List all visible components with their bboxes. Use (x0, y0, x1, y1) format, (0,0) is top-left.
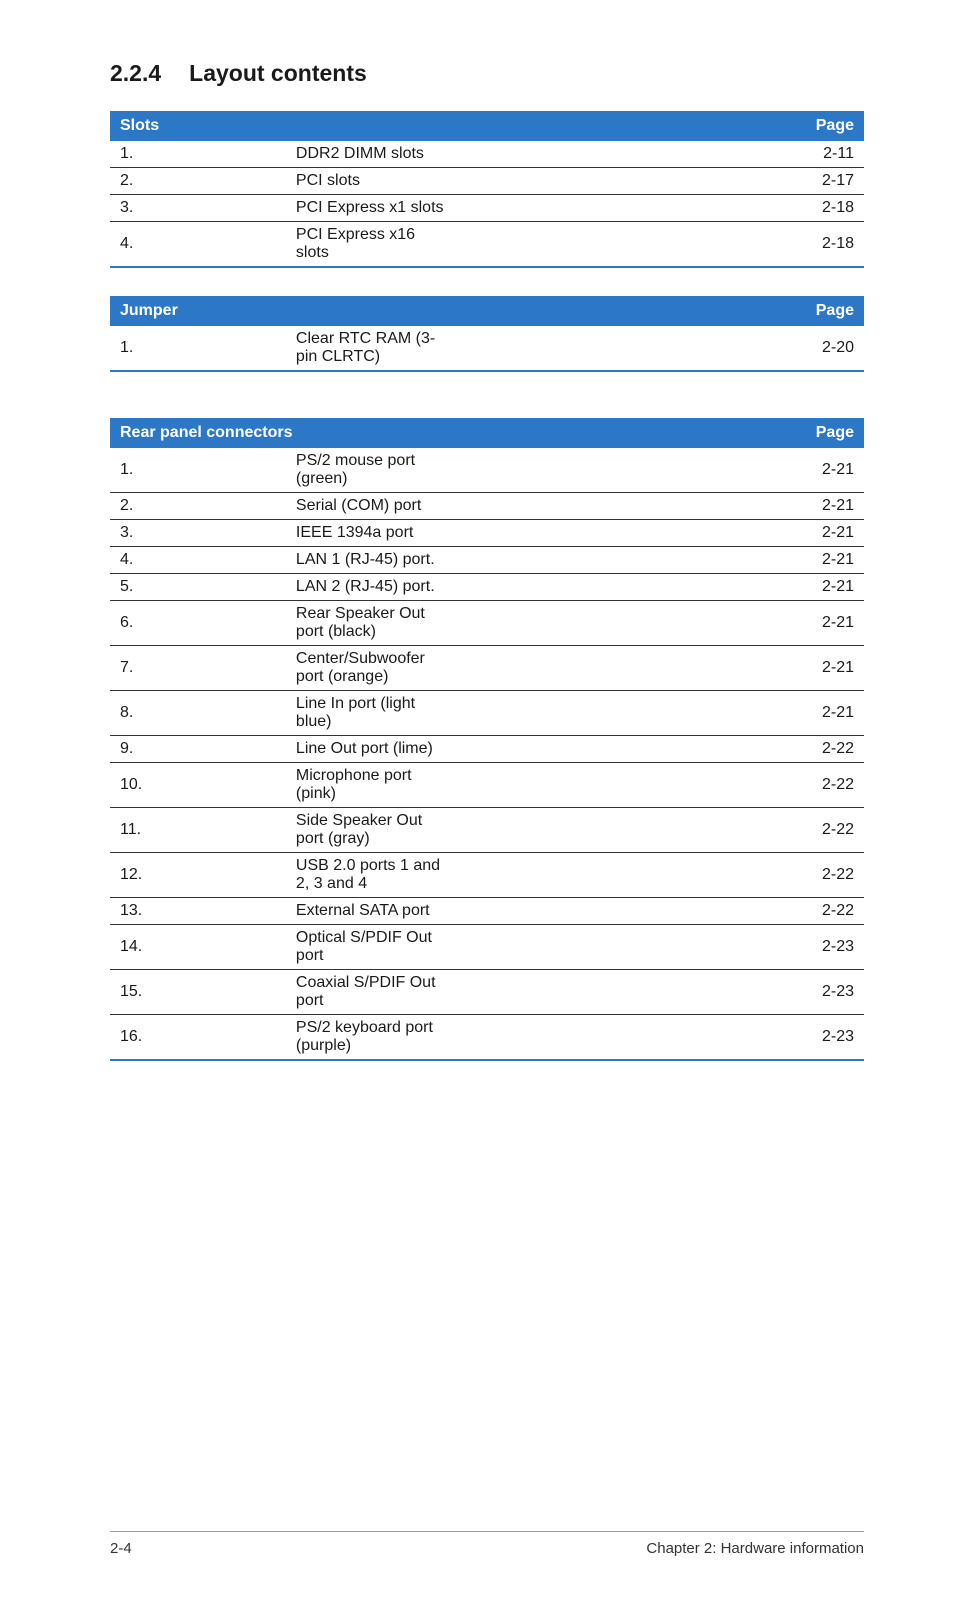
row-page: 2-21 (462, 448, 864, 493)
row-label: Coaxial S/PDIF Out port (286, 970, 462, 1015)
row-page: 2-21 (462, 547, 864, 574)
row-label: Optical S/PDIF Out port (286, 925, 462, 970)
row-label: PS/2 mouse port (green) (286, 448, 462, 493)
row-number: 9. (110, 736, 286, 763)
row-page: 2-22 (462, 898, 864, 925)
row-page: 2-11 (462, 141, 864, 168)
section-number: 2.2.4 (110, 60, 161, 87)
row-page: 2-22 (462, 808, 864, 853)
row-page: 2-22 (462, 763, 864, 808)
row-label: Clear RTC RAM (3-pin CLRTC) (286, 326, 462, 371)
table-row: 10.Microphone port (pink)2-22 (110, 763, 864, 808)
row-number: 15. (110, 970, 286, 1015)
row-number: 1. (110, 448, 286, 493)
row-page: 2-22 (462, 736, 864, 763)
row-label: Microphone port (pink) (286, 763, 462, 808)
row-label: PCI slots (286, 168, 462, 195)
table-row: 4.LAN 1 (RJ-45) port.2-21 (110, 547, 864, 574)
table-row: 13.External SATA port2-22 (110, 898, 864, 925)
table-row: 3.IEEE 1394a port2-21 (110, 520, 864, 547)
jumper-head-right: Page (462, 296, 864, 326)
footer-page-number: 2-4 (110, 1540, 132, 1557)
row-page: 2-20 (462, 326, 864, 371)
row-label: Side Speaker Out port (gray) (286, 808, 462, 853)
table-row: 11.Side Speaker Out port (gray)2-22 (110, 808, 864, 853)
row-label: LAN 1 (RJ-45) port. (286, 547, 462, 574)
row-number: 1. (110, 326, 286, 371)
table-row: 2.Serial (COM) port2-21 (110, 493, 864, 520)
page-footer: 2-4 Chapter 2: Hardware information (110, 1531, 864, 1557)
row-page: 2-21 (462, 493, 864, 520)
table-row: 15.Coaxial S/PDIF Out port2-23 (110, 970, 864, 1015)
row-number: 7. (110, 646, 286, 691)
row-number: 4. (110, 547, 286, 574)
row-number: 3. (110, 195, 286, 222)
row-number: 4. (110, 222, 286, 268)
section-title-text: Layout contents (189, 60, 367, 86)
row-label: Line Out port (lime) (286, 736, 462, 763)
table-row: 1. DDR2 DIMM slots 2-11 (110, 141, 864, 168)
table-row: 4. PCI Express x16 slots 2-18 (110, 222, 864, 268)
row-number: 11. (110, 808, 286, 853)
table-row: 9.Line Out port (lime)2-22 (110, 736, 864, 763)
row-page: 2-23 (462, 970, 864, 1015)
table-row: 8.Line In port (light blue)2-21 (110, 691, 864, 736)
row-number: 6. (110, 601, 286, 646)
slots-head-left: Slots (110, 111, 462, 141)
table-row: 2. PCI slots 2-17 (110, 168, 864, 195)
row-label: Line In port (light blue) (286, 691, 462, 736)
row-number: 13. (110, 898, 286, 925)
row-page: 2-23 (462, 925, 864, 970)
table-row: 7.Center/Subwoofer port (orange)2-21 (110, 646, 864, 691)
row-label: Serial (COM) port (286, 493, 462, 520)
row-page: 2-21 (462, 520, 864, 547)
slots-table: Slots Page 1. DDR2 DIMM slots 2-11 2. PC… (110, 111, 864, 268)
row-label: External SATA port (286, 898, 462, 925)
row-label: DDR2 DIMM slots (286, 141, 462, 168)
row-label: Center/Subwoofer port (orange) (286, 646, 462, 691)
row-number: 10. (110, 763, 286, 808)
row-page: 2-21 (462, 646, 864, 691)
row-page: 2-18 (462, 195, 864, 222)
slots-head-right: Page (462, 111, 864, 141)
row-number: 14. (110, 925, 286, 970)
row-number: 3. (110, 520, 286, 547)
rear-head-left: Rear panel connectors (110, 418, 462, 448)
row-page: 2-23 (462, 1015, 864, 1061)
row-label: Rear Speaker Out port (black) (286, 601, 462, 646)
row-number: 1. (110, 141, 286, 168)
row-label: PCI Express x16 slots (286, 222, 462, 268)
row-page: 2-18 (462, 222, 864, 268)
table-row: 1.PS/2 mouse port (green)2-21 (110, 448, 864, 493)
rear-head-right: Page (462, 418, 864, 448)
row-page: 2-22 (462, 853, 864, 898)
row-label: IEEE 1394a port (286, 520, 462, 547)
table-row: 5.LAN 2 (RJ-45) port.2-21 (110, 574, 864, 601)
row-number: 12. (110, 853, 286, 898)
jumper-table: Jumper Page 1. Clear RTC RAM (3-pin CLRT… (110, 296, 864, 372)
rear-panel-table: Rear panel connectors Page 1.PS/2 mouse … (110, 418, 864, 1061)
table-row: 12.USB 2.0 ports 1 and 2, 3 and 42-22 (110, 853, 864, 898)
row-number: 16. (110, 1015, 286, 1061)
table-row: 3. PCI Express x1 slots 2-18 (110, 195, 864, 222)
row-page: 2-21 (462, 601, 864, 646)
footer-chapter: Chapter 2: Hardware information (646, 1540, 864, 1557)
row-label: USB 2.0 ports 1 and 2, 3 and 4 (286, 853, 462, 898)
section-heading: 2.2.4 Layout contents (110, 60, 864, 87)
row-page: 2-17 (462, 168, 864, 195)
row-number: 2. (110, 493, 286, 520)
row-label: PCI Express x1 slots (286, 195, 462, 222)
table-row: 1. Clear RTC RAM (3-pin CLRTC) 2-20 (110, 326, 864, 371)
row-page: 2-21 (462, 691, 864, 736)
row-number: 5. (110, 574, 286, 601)
row-number: 2. (110, 168, 286, 195)
jumper-head-left: Jumper (110, 296, 462, 326)
table-row: 6.Rear Speaker Out port (black)2-21 (110, 601, 864, 646)
row-label: LAN 2 (RJ-45) port. (286, 574, 462, 601)
row-label: PS/2 keyboard port (purple) (286, 1015, 462, 1061)
row-number: 8. (110, 691, 286, 736)
table-row: 14.Optical S/PDIF Out port2-23 (110, 925, 864, 970)
row-page: 2-21 (462, 574, 864, 601)
table-row: 16.PS/2 keyboard port (purple)2-23 (110, 1015, 864, 1061)
